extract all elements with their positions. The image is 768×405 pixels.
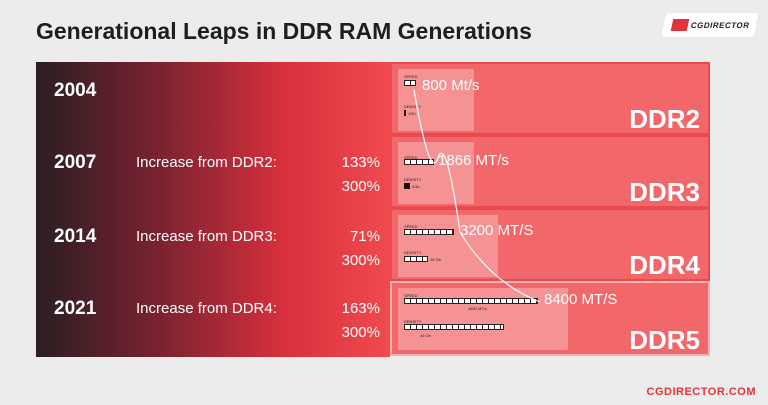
growth-curve	[413, 89, 541, 303]
density-label: DENSITY	[404, 250, 422, 255]
density-label: DENSITY	[404, 104, 422, 109]
speed-value: 8400 MT/S	[544, 291, 618, 308]
module-name: DDR4	[629, 250, 700, 280]
footer-brand: CGDIRECTOR.COM	[646, 386, 756, 398]
density-label: DENSITY	[404, 177, 422, 182]
cg-logo-icon	[670, 19, 690, 31]
density-bar	[404, 256, 428, 262]
logo-text: CGDIRECTOR	[690, 20, 751, 30]
density-label: DENSITY	[404, 319, 422, 324]
logo: CGDIRECTOR	[661, 13, 759, 37]
speed-marker: 4800 MT/s	[468, 306, 487, 311]
module-name: DDR2	[629, 104, 700, 134]
increase-label: Increase from DDR3:	[136, 228, 277, 245]
year: 2007	[54, 152, 97, 173]
speed-value: 800 Mt/s	[422, 77, 480, 94]
density-bar	[404, 110, 406, 116]
speed-increase: 71%	[349, 228, 380, 245]
spec-box	[398, 69, 474, 131]
modules-panel: SPEED 800 Mt/s DENSITY 1Gb DDR2 SPEED 18…	[390, 62, 710, 357]
year: 2004	[54, 80, 97, 101]
speed-label: SPEED	[404, 74, 418, 79]
module-name: DDR5	[629, 325, 700, 355]
speed-value: 3200 MT/S	[460, 222, 534, 239]
spec-box	[398, 142, 474, 204]
year: 2014	[54, 226, 97, 247]
module-ddr2: SPEED 800 Mt/s DENSITY 1Gb DDR2	[390, 62, 710, 135]
density-value: 16 Gb	[420, 333, 431, 338]
increase-label: Increase from DDR2:	[136, 154, 277, 171]
speed-bar	[404, 229, 454, 235]
speed-value: 1866 MT/s	[438, 152, 509, 169]
timeline-panel: 2004 2007 Increase from DDR2: 133% 300% …	[36, 62, 390, 357]
module-ddr5: SPEED 4800 MT/s 8400 MT/S DENSITY 16 Gb …	[390, 281, 710, 356]
speed-label: SPEED	[404, 155, 418, 160]
density-increase: 300%	[341, 324, 380, 341]
density-increase: 300%	[341, 178, 380, 195]
speed-label: SPEED	[404, 293, 418, 298]
module-name: DDR3	[629, 177, 700, 207]
density-value: 1Gb	[408, 111, 416, 116]
density-bar	[404, 183, 410, 189]
speed-increase: 163%	[341, 300, 380, 317]
module-ddr3: SPEED 1866 MT/s DENSITY 4Gb DDR3	[390, 135, 710, 208]
module-ddr4: SPEED 3200 MT/S DENSITY 16 Gb DDR4	[390, 208, 710, 281]
density-value: 4Gb	[412, 184, 420, 189]
speed-bar	[404, 80, 416, 86]
page-title: Generational Leaps in DDR RAM Generation…	[36, 18, 532, 44]
speed-bar	[404, 159, 434, 165]
density-value: 16 Gb	[430, 257, 441, 262]
speed-label: SPEED	[404, 224, 418, 229]
year: 2021	[54, 298, 97, 319]
speed-increase: 133%	[341, 154, 380, 171]
spec-box	[398, 215, 498, 277]
increase-label: Increase from DDR4:	[136, 300, 277, 317]
density-increase: 300%	[341, 252, 380, 269]
density-bar	[404, 324, 504, 330]
